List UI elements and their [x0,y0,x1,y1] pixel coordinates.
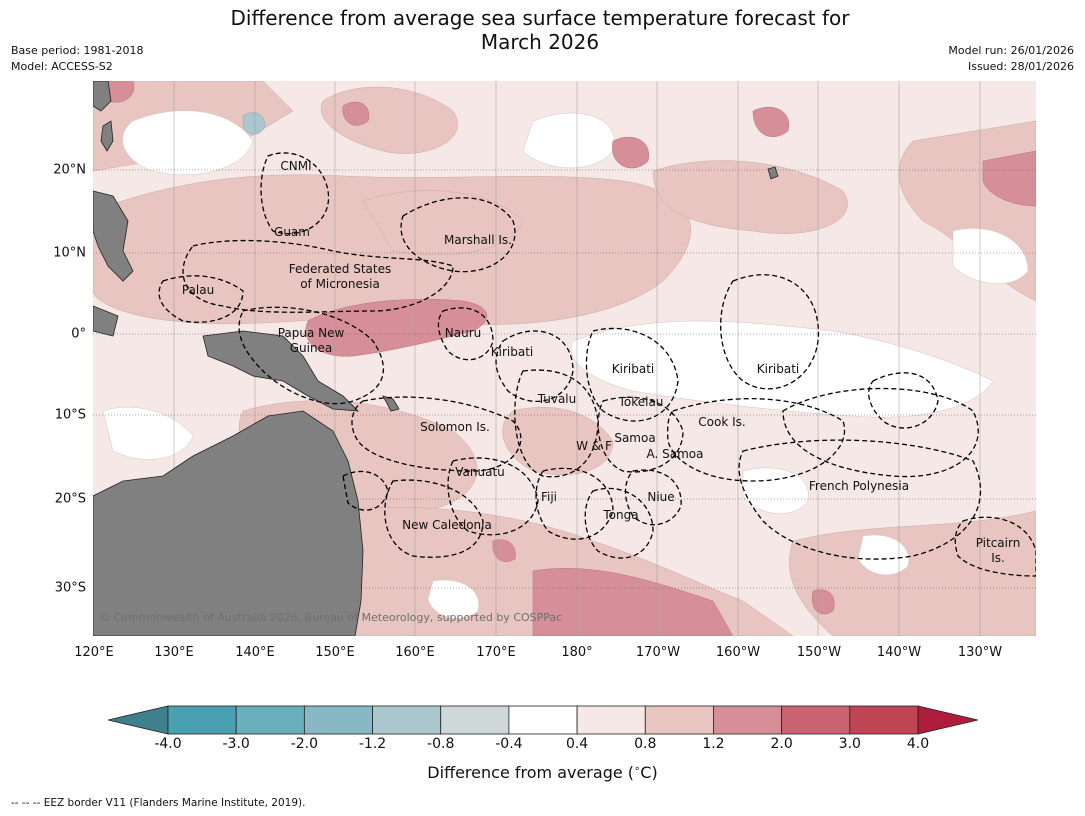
issued-date: Issued: 28/01/2026 [967,60,1074,73]
copyright-notice: © Commonwealth of Australia 2026, Bureau… [99,611,563,624]
colorbar-swatch [644,705,714,735]
region-label-niue: Niue [647,490,675,504]
halmahera [93,305,119,337]
sst-anomaly-map: © Commonwealth of Australia 2026, Bureau… [93,81,1036,636]
region-label-kiribati-east: Kiribati [756,362,800,376]
region-label-nauru: Nauru [444,326,482,340]
colorbar [108,705,978,735]
region-label-marshall-is: Marshall Is. [444,233,512,247]
colorbar-tick-label: 0.4 [565,736,589,752]
region-label-cnmi: CNMI [280,159,312,173]
region-label-wallis-futuna: W & F [576,439,612,453]
colorbar-swatch [235,705,305,735]
lon-label-150w: 150°W [796,645,842,660]
colorbar-tick-label: 3.0 [838,736,861,752]
region-label-new-caledonia: New Caledonia [402,518,492,532]
colorbar-swatch [303,705,373,735]
lon-label-140e: 140°E [235,645,275,660]
colorbar-swatch [508,705,578,735]
colorbar-swatch [440,705,510,735]
colorbar-swatch [781,705,851,735]
model-name: Model: ACCESS-S2 [11,60,113,73]
region-label-vanuatu: Vanuatu [455,465,505,479]
colorbar-tick-label: 4.0 [906,736,930,752]
lon-label-180: 180° [561,645,593,660]
region-label-kiribati-central: Kiribati [611,362,655,376]
region-label-png: Papua New Guinea [277,326,345,355]
colorbar-tick-label: -0.8 [427,736,455,752]
lat-label-10n: 10°N [53,245,86,261]
taiwan [100,120,114,152]
chart-title: Difference from average sea surface temp… [0,6,1085,54]
new-guinea [202,330,360,412]
colorbar-tick-label: 0.8 [634,736,657,752]
colorbar-extend-low [108,705,169,735]
lat-label-20s: 20°S [54,491,86,507]
map-canvas [93,81,1036,636]
graticule [93,81,1036,636]
lon-label-160w: 160°W [715,645,761,660]
colorbar-tick-label: 2.0 [770,736,793,752]
anomaly-band-1-2-2-0 [102,81,1036,636]
lon-label-130e: 130°E [154,645,194,660]
lon-label-140w: 140°W [876,645,922,660]
colorbar-swatch [167,705,237,735]
region-label-guam: Guam [274,225,310,239]
colorbar-label: Difference from average (∘C) [427,763,658,782]
colorbar-swatch [849,705,919,735]
region-label-tuvalu: Tuvalu [537,392,577,406]
region-label-pitcairn-is: Pitcairn Is. [975,536,1021,565]
region-label-fiji: Fiji [540,490,558,504]
lat-label-30s: 30°S [54,580,86,596]
luzon [93,81,112,112]
lon-label-150e: 150°E [315,645,355,660]
colorbar-tick-label: -2.0 [290,736,319,752]
eez-footnote: -- -- -- EEZ border V11 (Flanders Marine… [11,797,306,809]
colorbar-tick-label: -1.2 [358,736,387,752]
model-run: Model run: 26/01/2026 [948,44,1074,57]
land-masses [93,81,779,636]
title-line-2: March 2026 [480,30,600,54]
philippines [93,190,134,282]
hawaii-bits [767,166,779,180]
colorbar-tick-label: 1.2 [702,736,725,752]
colorbar-swatch [713,705,783,735]
lon-label-120e: 120°E [74,645,114,660]
lat-label-0: 0° [71,326,86,342]
region-label-samoa: Samoa [614,431,656,445]
region-label-american-samoa: A. Samoa [646,447,704,461]
lat-label-20n: 20°N [53,162,86,178]
australia [93,410,364,636]
anomaly-band-neutral [102,110,1029,619]
meta-left: Base period: 1981-2018 Model: ACCESS-S2 [11,43,143,75]
colorbar-extend-high [917,705,978,735]
lon-label-170e: 170°E [476,645,516,660]
colorbar-swatch [372,705,442,735]
lon-label-160e: 160°E [395,645,435,660]
meta-right: Model run: 26/01/2026 Issued: 28/01/2026 [948,43,1074,75]
region-label-solomon-is: Solomon Is. [420,420,490,434]
lat-label-10s: 10°S [54,407,86,423]
colorbar-tick-label: -4.0 [154,736,182,752]
colorbar-tick-label: -0.4 [495,736,523,752]
anomaly-band-cool [242,112,266,135]
eez-borders [158,152,1036,577]
lon-label-130w: 130°W [957,645,1003,660]
colorbar-swatch [576,705,646,735]
colorbar-tick-label: -3.0 [222,736,250,752]
region-label-palau: Palau [181,283,215,297]
title-line-1: Difference from average sea surface temp… [230,6,850,30]
region-label-fsm: Federated States of Micronesia [288,262,392,291]
base-period: Base period: 1981-2018 [11,44,144,57]
region-label-cook-is: Cook Is. [698,415,746,429]
lon-label-170w: 170°W [635,645,681,660]
region-label-tokelau: Tokelau [618,395,664,409]
region-label-kiribati-west: Kiribati [490,345,534,359]
region-label-french-polynesia: French Polynesia [808,479,910,493]
region-label-tonga: Tonga [603,508,639,522]
